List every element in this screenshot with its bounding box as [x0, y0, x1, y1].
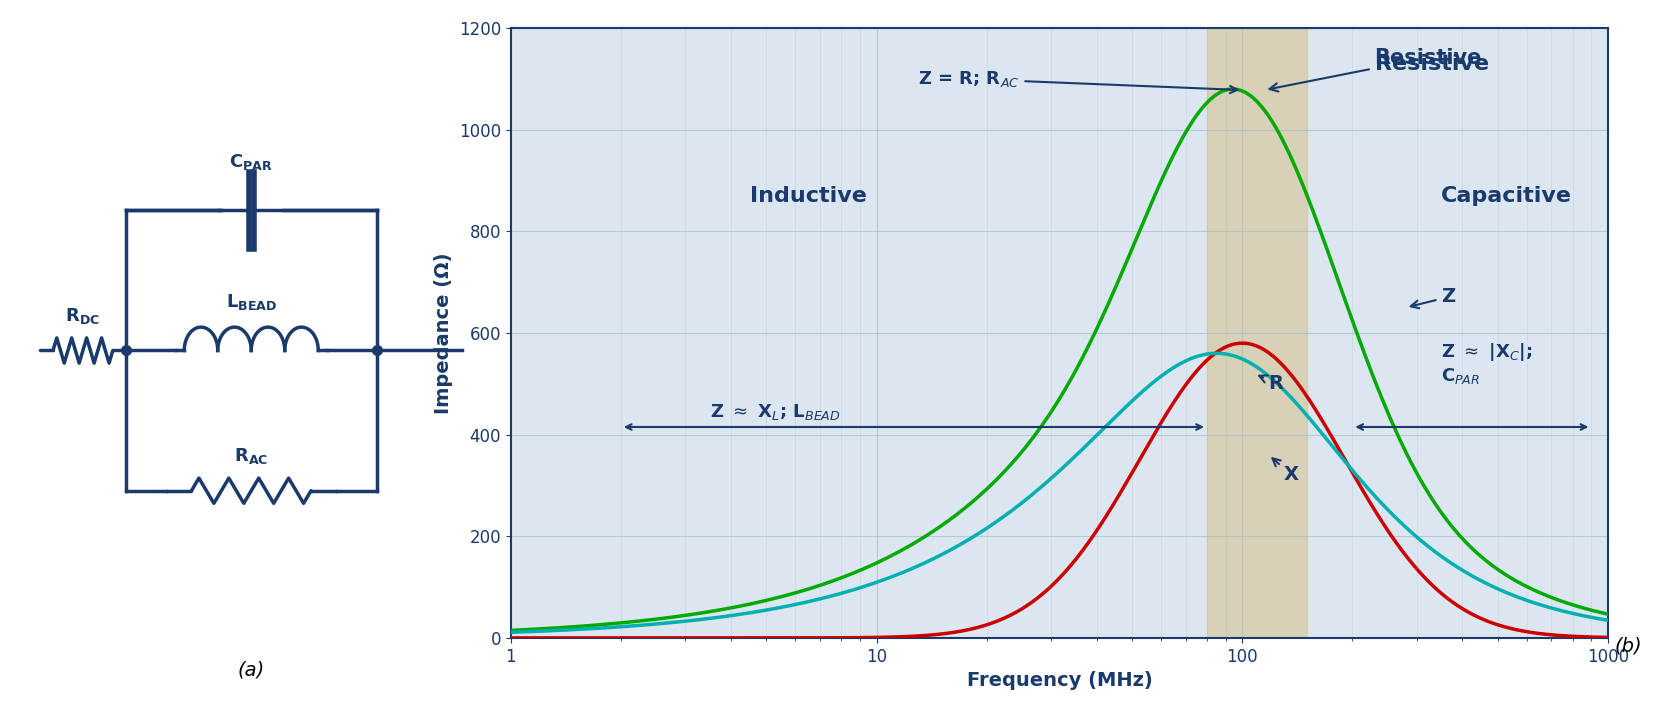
Text: Inductive: Inductive	[750, 186, 866, 206]
Text: (a): (a)	[238, 661, 265, 680]
Text: Z $\approx$ X$_L$; L$_{BEAD}$: Z $\approx$ X$_L$; L$_{BEAD}$	[710, 402, 841, 422]
Text: Capacitive: Capacitive	[1440, 186, 1573, 206]
Text: Resistive: Resistive	[1270, 48, 1482, 92]
Text: R$_{\mathbf{AC}}$: R$_{\mathbf{AC}}$	[235, 446, 268, 466]
Text: Z: Z	[1410, 287, 1456, 308]
Text: Resistive: Resistive	[1375, 53, 1489, 74]
Text: C$_{\mathbf{PAR}}$: C$_{\mathbf{PAR}}$	[229, 151, 273, 172]
Text: L$_{\mathbf{BEAD}}$: L$_{\mathbf{BEAD}}$	[226, 292, 276, 312]
Text: Z = R; R$_{AC}$: Z = R; R$_{AC}$	[918, 69, 1238, 93]
X-axis label: Frequency (MHz): Frequency (MHz)	[966, 671, 1152, 690]
Text: R$_{\mathbf{DC}}$: R$_{\mathbf{DC}}$	[65, 306, 100, 326]
Text: (b): (b)	[1615, 637, 1642, 656]
Bar	[1208, 28, 1306, 638]
Y-axis label: Impedance (Ω): Impedance (Ω)	[434, 252, 454, 414]
Text: R: R	[1260, 374, 1283, 393]
Text: X: X	[1273, 458, 1298, 484]
Text: Z $\approx$ |X$_C$|;
C$_{PAR}$: Z $\approx$ |X$_C$|; C$_{PAR}$	[1440, 341, 1533, 386]
